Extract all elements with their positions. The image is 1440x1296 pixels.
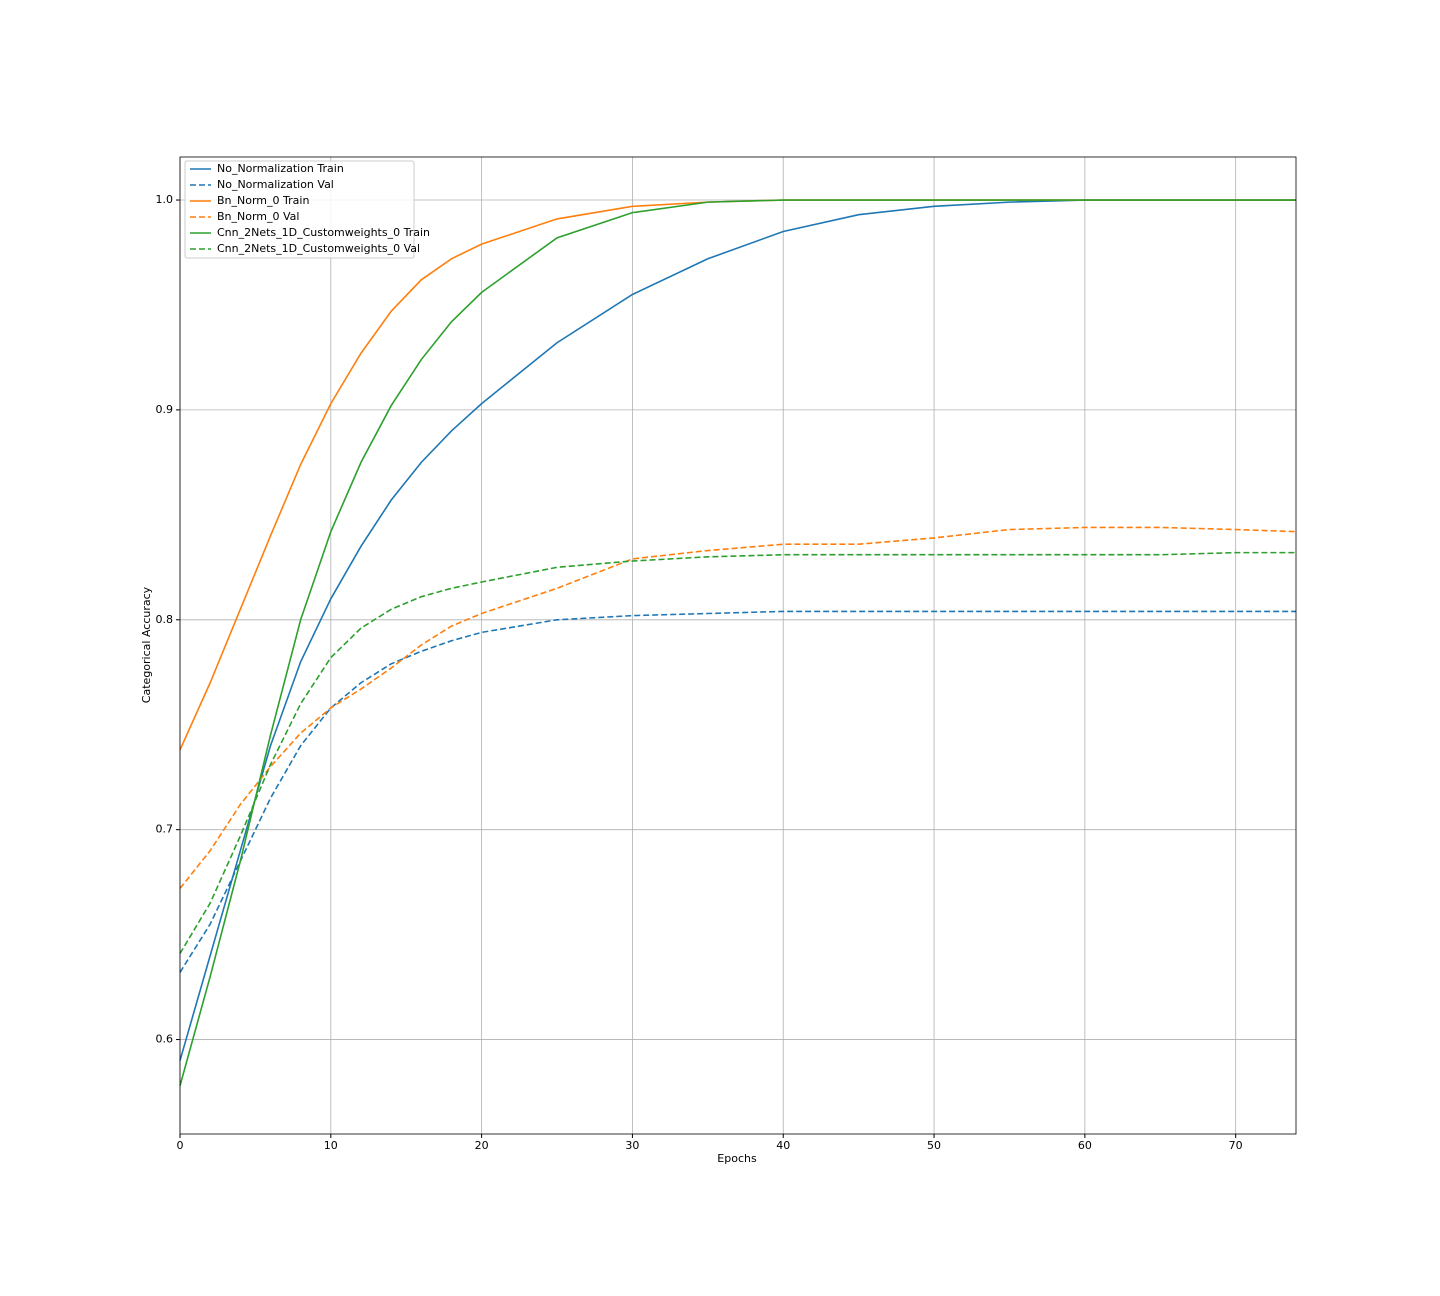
x-tick-label: 30 bbox=[625, 1139, 639, 1152]
legend-label: Cnn_2Nets_1D_Customweights_0 Train bbox=[217, 226, 430, 239]
y-tick-label: 0.9 bbox=[156, 403, 174, 416]
plot-frame bbox=[179, 156, 1297, 1135]
series-line bbox=[179, 199, 1296, 1061]
x-tick-label: 50 bbox=[927, 1139, 941, 1152]
y-tick-label: 0.6 bbox=[156, 1033, 174, 1046]
series-line bbox=[179, 199, 1296, 1086]
x-tick-label: 70 bbox=[1229, 1139, 1243, 1152]
legend-label: No_Normalization Train bbox=[217, 162, 344, 175]
y-axis-label: Categorical Accuracy bbox=[140, 586, 153, 703]
x-tick-label: 20 bbox=[475, 1139, 489, 1152]
x-axis-label: Epochs bbox=[717, 1152, 757, 1165]
series-line bbox=[179, 610, 1296, 973]
series-line bbox=[179, 551, 1296, 954]
legend-box bbox=[184, 160, 415, 259]
y-tick-label: 0.8 bbox=[156, 613, 174, 626]
x-tick-label: 40 bbox=[776, 1139, 790, 1152]
series-line bbox=[179, 526, 1297, 889]
x-tick-label: 0 bbox=[177, 1139, 184, 1152]
legend-label: No_Normalization Val bbox=[217, 178, 334, 191]
legend-label: Bn_Norm_0 Val bbox=[217, 210, 299, 223]
y-tick-label: 0.7 bbox=[156, 823, 174, 836]
x-tick-label: 10 bbox=[324, 1139, 338, 1152]
y-tick-label: 1.0 bbox=[156, 193, 174, 206]
x-tick-label: 60 bbox=[1078, 1139, 1092, 1152]
legend-label: Cnn_2Nets_1D_Customweights_0 Val bbox=[217, 242, 420, 255]
legend-label: Bn_Norm_0 Train bbox=[217, 194, 309, 207]
series-line bbox=[179, 199, 1296, 751]
